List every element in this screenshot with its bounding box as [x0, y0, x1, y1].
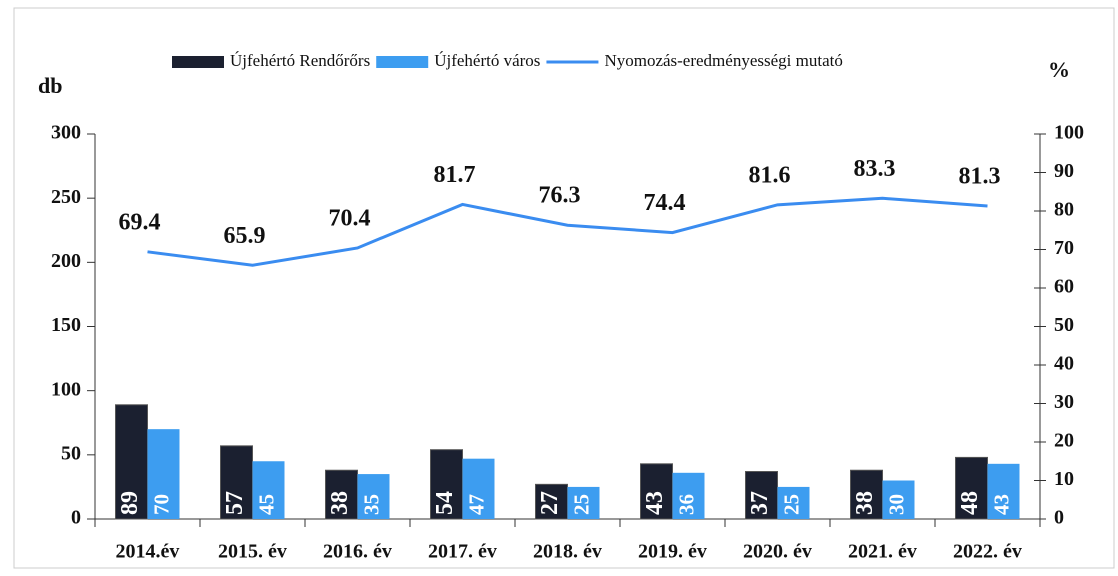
bar-value-label: 43	[642, 491, 668, 515]
y-tick-label: 0	[71, 507, 81, 529]
legend-swatch	[172, 56, 224, 68]
bar	[882, 480, 915, 519]
line-value-label: 83.3	[854, 156, 896, 182]
y2-tick-label: 0	[1054, 507, 1064, 529]
bar-value-label: 30	[884, 494, 908, 515]
x-tick-label: 2018. év	[533, 541, 602, 563]
bar-value-label: 37	[747, 491, 773, 515]
y-tick-label: 150	[51, 314, 81, 336]
bar-value-label: 70	[149, 494, 173, 515]
bar	[672, 472, 705, 519]
bar	[850, 469, 883, 520]
x-tick-label: 2015. év	[218, 541, 287, 563]
bar	[462, 458, 495, 519]
bar	[115, 404, 148, 520]
frame	[13, 7, 1115, 569]
bar	[220, 445, 253, 520]
legend-label: Nyomozás-eredményességi mutató	[604, 51, 842, 70]
legend-label: Újfehértó Rendőrőrs	[230, 51, 370, 70]
bar-value-label: 43	[989, 494, 1013, 515]
line-value-label: 81.6	[749, 162, 791, 188]
bar-value-label: 54	[432, 491, 458, 515]
bar-value-label: 36	[674, 494, 698, 515]
bar	[357, 474, 390, 519]
y2-tick-label: 20	[1054, 430, 1074, 452]
bar-value-label: 38	[327, 491, 353, 515]
y-axis-label: db	[38, 73, 62, 98]
line-value-label: 76.3	[539, 183, 581, 209]
line	[147, 196, 988, 267]
y-tick-label: 300	[51, 122, 81, 144]
bar-value-label: 48	[957, 491, 983, 515]
bar	[147, 429, 180, 519]
bar-value-label: 47	[464, 494, 488, 515]
bar-value-label: 45	[254, 494, 278, 515]
bar-value-label: 27	[537, 491, 563, 515]
y2-tick-label: 30	[1054, 391, 1074, 413]
line-value-label: 69.4	[119, 209, 161, 235]
y2-tick-label: 90	[1054, 160, 1074, 182]
x-tick-label: 2019. év	[638, 541, 707, 563]
x-tick-label: 2021. év	[848, 541, 917, 563]
y2-tick-label: 40	[1054, 353, 1074, 375]
x-tick-label: 2016. év	[323, 541, 392, 563]
y2-tick-label: 50	[1054, 314, 1074, 336]
bar	[430, 449, 463, 520]
bar	[252, 461, 285, 519]
y2-tick-label: 10	[1054, 468, 1074, 490]
legend-swatch	[376, 56, 429, 68]
x-tick-label: 2017. év	[428, 541, 497, 563]
line-value-label: 65.9	[224, 223, 266, 249]
x-tick-label: 2014.év	[116, 541, 180, 563]
bar	[567, 486, 600, 519]
bar-value-label: 35	[359, 494, 383, 515]
y2-tick-label: 100	[1054, 122, 1084, 144]
bar-value-label: 25	[779, 494, 803, 515]
y2-tick-label: 60	[1054, 276, 1074, 298]
bar-value-label: 38	[852, 491, 878, 515]
x-tick-label: 2020. év	[743, 541, 812, 563]
line-value-label: 81.3	[959, 163, 1001, 189]
line-value-label: 74.4	[644, 190, 686, 216]
bar	[535, 483, 568, 520]
y2-axis-label: %	[1048, 57, 1070, 82]
bar	[987, 463, 1020, 519]
bar	[745, 471, 778, 520]
y-tick-label: 250	[51, 186, 81, 208]
legend-label: Újfehértó város	[434, 51, 540, 70]
bar-value-label: 57	[222, 491, 248, 515]
y2-tick-label: 70	[1054, 237, 1074, 259]
bar	[777, 486, 810, 519]
bar-value-label: 25	[569, 494, 593, 515]
y-tick-label: 200	[51, 250, 81, 272]
x-tick-label: 2022. év	[953, 541, 1022, 563]
y2-tick-label: 80	[1054, 199, 1074, 221]
bar-value-label: 89	[117, 491, 143, 515]
y-tick-label: 100	[51, 378, 81, 400]
line-value-label: 70.4	[329, 205, 371, 231]
y-tick-label: 50	[61, 442, 81, 464]
bar	[955, 456, 988, 520]
line-value-label: 81.7	[434, 162, 476, 188]
